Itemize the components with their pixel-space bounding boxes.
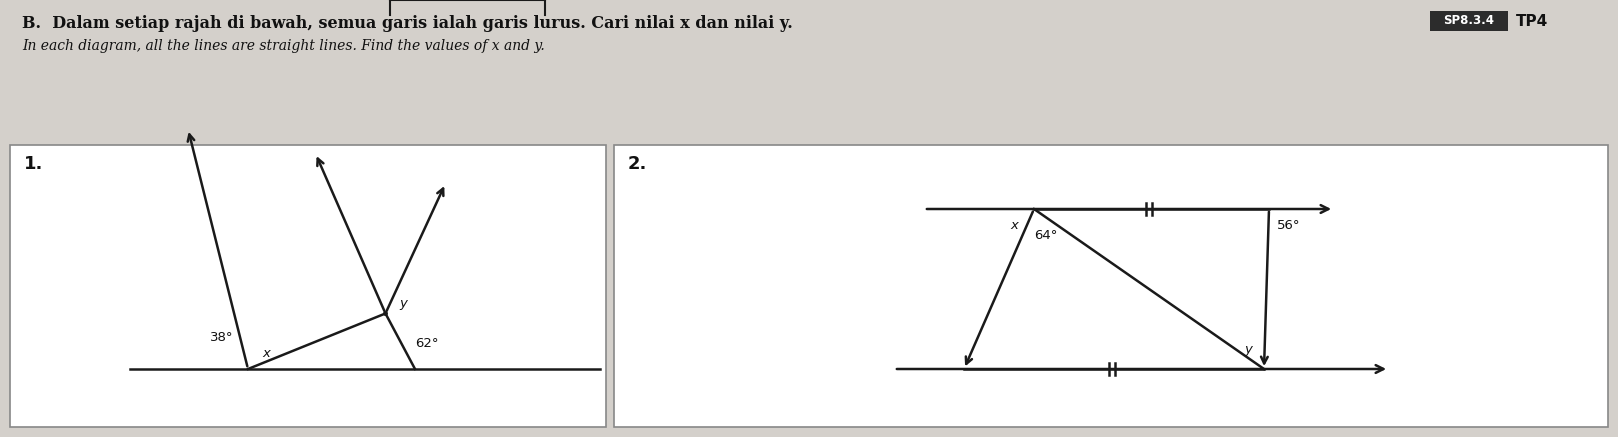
Text: 1.: 1. [24, 155, 44, 173]
Text: 2.: 2. [628, 155, 647, 173]
Text: x: x [262, 347, 270, 360]
Text: 56°: 56° [1277, 219, 1301, 232]
Text: TP4: TP4 [1516, 14, 1548, 28]
Bar [1430, 11, 1508, 31]
Bar [613, 145, 1608, 427]
Text: 64°: 64° [1034, 229, 1058, 242]
Text: x: x [1010, 219, 1018, 232]
Text: 62°: 62° [416, 337, 438, 350]
Text: B.  Dalam setiap rajah di bawah, semua garis ialah garis lurus. Cari nilai x dan: B. Dalam setiap rajah di bawah, semua ga… [23, 15, 793, 32]
Text: 38°: 38° [210, 331, 233, 344]
Text: SP8.3.4: SP8.3.4 [1443, 14, 1495, 28]
Text: y: y [400, 298, 408, 310]
Bar [10, 145, 607, 427]
Text: y: y [1244, 343, 1252, 356]
Text: In each diagram, all the lines are straight lines. Find the values of x and y.: In each diagram, all the lines are strai… [23, 39, 545, 53]
